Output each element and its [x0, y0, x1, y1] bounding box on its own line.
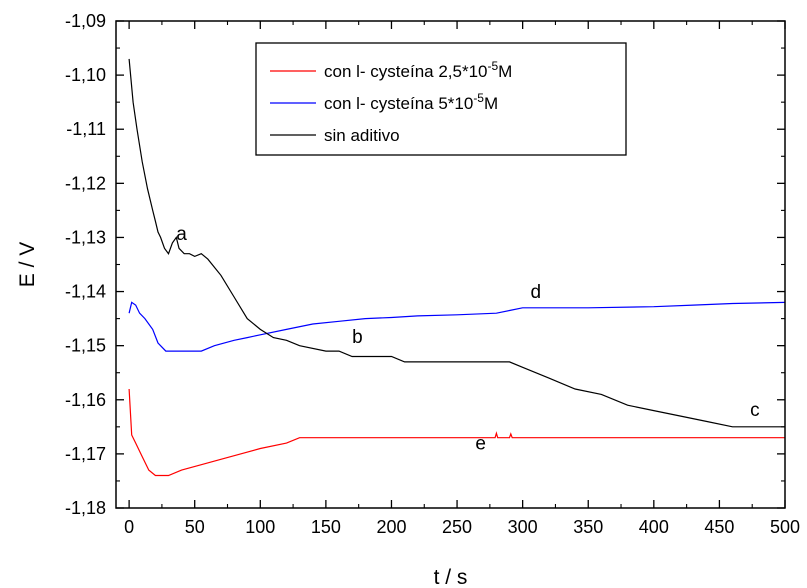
x-tick-label: 100: [245, 517, 275, 537]
x-tick-label: 250: [442, 517, 472, 537]
axes: [115, 20, 786, 509]
legend-label-red: con l- cysteína 2,5*10-5M: [324, 59, 512, 81]
annotations: a b c d e: [176, 224, 759, 454]
x-tick-label: 450: [704, 517, 734, 537]
y-tick-label: -1,13: [65, 227, 106, 247]
y-tick-label: -1,17: [65, 444, 106, 464]
x-tick-label: 200: [376, 517, 406, 537]
legend-label-black: sin aditivo: [324, 126, 400, 145]
curve-label-a: a: [176, 224, 187, 245]
curve-label-c: c: [750, 400, 760, 421]
x-tick-label: 300: [508, 517, 538, 537]
curve-label-d: d: [530, 282, 541, 303]
curve-label-b: b: [352, 327, 363, 348]
legend: con l- cysteína 2,5*10-5M con l- cysteína…: [255, 42, 627, 156]
y-tick-label: -1,09: [65, 11, 106, 31]
y-tick-label: -1,10: [65, 65, 106, 85]
x-tick-label: 0: [124, 517, 134, 537]
legend-label-blue: con l- cysteína 5*10-5M: [324, 91, 498, 113]
legend-box: [255, 42, 627, 156]
x-tick-label: 350: [573, 517, 603, 537]
y-tick-label: -1,18: [65, 498, 106, 518]
series-line-blue: [128, 301, 786, 352]
series-line-black: [128, 58, 785, 428]
y-tick-label: -1,14: [65, 282, 106, 302]
series-line-red: [128, 388, 785, 477]
y-tick-label: -1,16: [65, 390, 106, 410]
curve-label-e: e: [475, 434, 486, 455]
x-tick-label: 400: [639, 517, 669, 537]
x-tick-label: 150: [311, 517, 341, 537]
y-tick-label: -1,11: [66, 119, 106, 139]
series-layer: [128, 58, 786, 477]
x-tick-label: 50: [185, 517, 205, 537]
x-tick-label: 500: [770, 517, 800, 537]
y-axis-title: E / V: [16, 242, 39, 288]
x-axis-title: t / s: [434, 566, 468, 588]
y-tick-label: -1,12: [65, 173, 106, 193]
y-tick-label: -1,15: [65, 336, 106, 356]
tick-labels: 0 50 100 150 200 250 300 350 400 450 500 -1,18 -1,17…: [65, 11, 800, 537]
